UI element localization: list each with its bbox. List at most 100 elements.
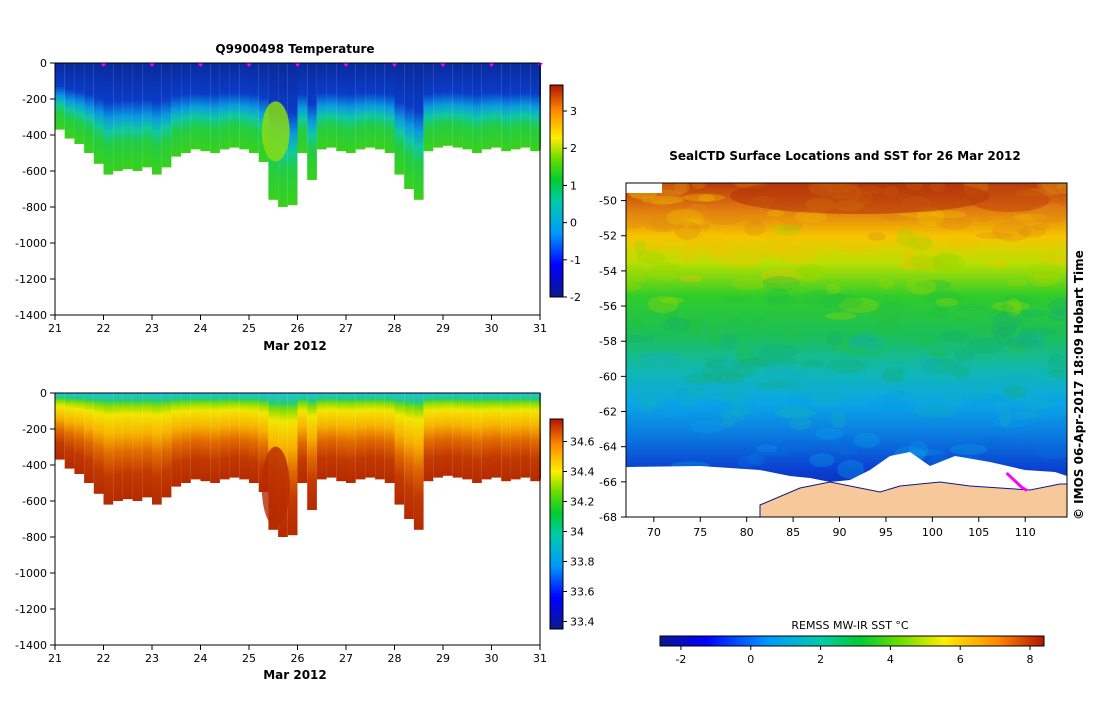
y-tick-label: -800 (22, 201, 47, 214)
sst-blotch (847, 333, 884, 354)
salinity-profile-column (122, 393, 133, 500)
colorbar-tick-label: 34.4 (570, 466, 595, 479)
colorbar-tick-label: -1 (570, 254, 581, 267)
temperature-profile-column (530, 63, 540, 152)
salinity-profile-column (501, 393, 511, 482)
salinity-profile-column (219, 393, 230, 480)
sst-blotch (999, 295, 1034, 313)
sst-colorbar-tick-label: 4 (887, 653, 894, 666)
sst-blotch (776, 245, 818, 266)
sst-blotch (657, 400, 683, 418)
no-data-patch (626, 183, 662, 193)
sst-blotch (944, 236, 979, 251)
salinity-profile-column (433, 393, 443, 478)
sst-blotch (866, 395, 906, 416)
salinity-profile-column (113, 393, 123, 501)
y-tick-label: -1000 (15, 237, 47, 250)
sst-blotch (914, 335, 935, 347)
sst-blotch (707, 326, 721, 346)
temperature-profile-column (229, 63, 240, 148)
sst-blotch (966, 337, 1005, 355)
map-y-tick-label: -66 (599, 476, 617, 489)
map-y-tick-label: -54 (599, 265, 617, 278)
x-tick-label: 29 (436, 322, 450, 335)
temperature-title: Q9900498 Temperature (215, 42, 374, 56)
sst-blotch (674, 221, 701, 240)
salinity-colorbar: 34.6 34.4 34.2 34 33.8 33.6 33.4 (549, 418, 595, 630)
sst-blotch (743, 220, 766, 236)
salinity-profile-column (249, 393, 259, 483)
x-tick-label: 23 (145, 652, 159, 665)
map-x-tick-label: 85 (786, 526, 800, 539)
salinity-profile-column (190, 393, 201, 480)
sst-blotch (649, 212, 686, 231)
salinity-colorbar-scale (549, 418, 564, 630)
sst-blotch (766, 287, 789, 308)
sst-blotch (913, 402, 958, 418)
temperature-profile-column (287, 63, 298, 206)
sst-blotch (1016, 331, 1037, 346)
temperature-profile-column (249, 63, 259, 153)
sst-blotch (971, 323, 1013, 333)
sst-blotch (1030, 203, 1067, 224)
temperature-profile-column (394, 63, 405, 175)
sst-blotch (674, 183, 688, 194)
temperature-profile-column (336, 63, 346, 152)
salinity-x-axis: 21 22 23 24 25 26 27 28 29 30 31 (48, 645, 547, 665)
sst-blotch (735, 344, 756, 365)
salinity-profile-column (355, 393, 366, 480)
sst-blotch (832, 436, 860, 456)
sst-blotch (626, 212, 647, 230)
sst-blotch (683, 228, 726, 249)
colorbar-tick-label: 34.2 (570, 496, 595, 509)
sst-blotch (720, 403, 753, 416)
colorbar-tick-label: 3 (570, 105, 577, 118)
salinity-profile-column (452, 393, 463, 478)
sst-blotch (737, 455, 755, 468)
sst-blotch (835, 243, 876, 253)
sst-blotch (760, 279, 802, 290)
map-x-tick-label: 80 (740, 526, 754, 539)
sst-blotch (826, 359, 868, 374)
sst-blotch (739, 357, 768, 368)
sst-blotch (633, 240, 646, 255)
salinity-profile-column (171, 393, 182, 487)
temperature-profile-column (365, 63, 376, 148)
sst-blotch (626, 283, 643, 291)
sst-map-title: SealCTD Surface Locations and SST for 26… (669, 149, 1021, 163)
temperature-profile-column (316, 63, 327, 150)
sst-blotch (763, 295, 804, 305)
salinity-profile-column (103, 393, 114, 505)
temperature-colorbar-scale (549, 84, 564, 298)
salinity-profile-column (229, 393, 240, 478)
salinity-x-label: Mar 2012 (263, 668, 327, 682)
sst-blotch (626, 264, 647, 285)
y-tick-label: -1200 (15, 603, 47, 616)
sst-blotch (1005, 338, 1042, 350)
sst-blotch (651, 199, 674, 207)
sst-blotch (719, 383, 745, 402)
sst-blotch (643, 244, 672, 251)
temperature-profile-column (84, 63, 94, 153)
map-y-tick-label: -50 (599, 195, 617, 208)
temperature-profile-column (404, 63, 414, 189)
y-tick-label: -400 (22, 459, 47, 472)
y-tick-label: -400 (22, 129, 47, 142)
sst-blotch (862, 401, 904, 412)
sst-blotch (751, 449, 794, 456)
sst-blotch (906, 449, 943, 456)
sst-blotch (908, 235, 933, 252)
sst-blotch (720, 333, 738, 351)
sst-blotch (824, 312, 857, 320)
salinity-profile-column (413, 393, 424, 530)
salinity-profile-column (375, 393, 385, 480)
sst-blotch (685, 203, 709, 218)
surface-marker (246, 63, 252, 67)
y-tick-label: 0 (40, 57, 47, 70)
sst-blotch (788, 417, 812, 430)
y-tick-label: -200 (22, 93, 47, 106)
salinity-profile-column (258, 393, 269, 492)
sst-blotch (1029, 270, 1060, 287)
temperature-profile-columns (55, 63, 541, 207)
warm-core-anomaly (261, 101, 290, 162)
